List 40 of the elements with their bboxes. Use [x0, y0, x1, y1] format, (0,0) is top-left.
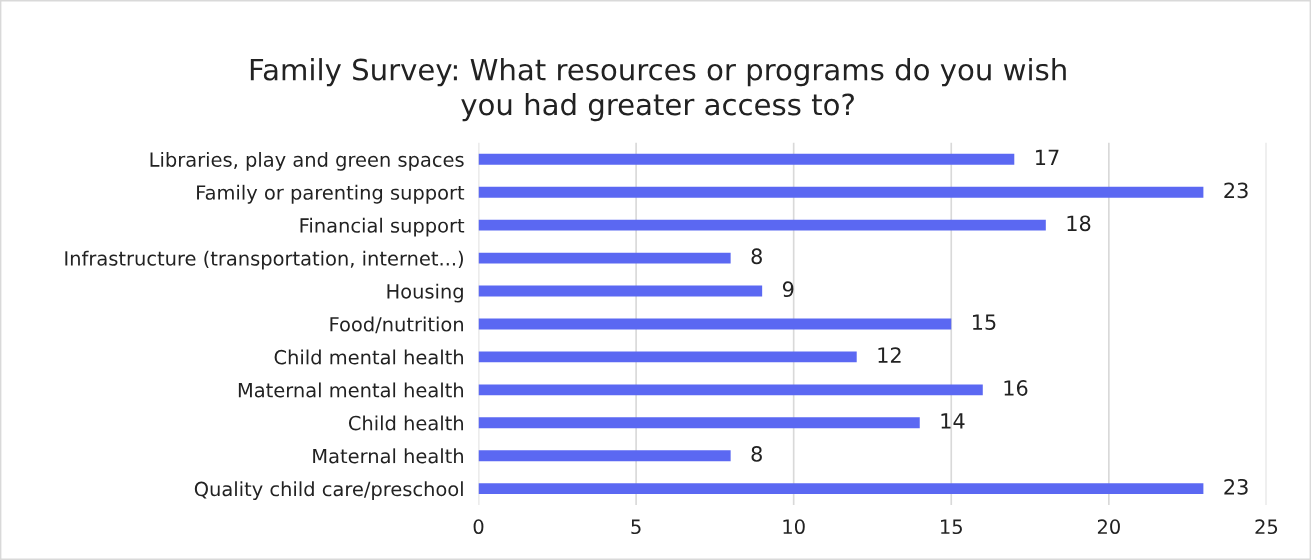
bar [478, 219, 1046, 231]
x-tick-label: 5 [631, 519, 641, 535]
bar [478, 153, 1015, 165]
y-tick-label: Food/nutrition [330, 316, 463, 334]
data-label: 8 [751, 248, 762, 265]
data-label: 12 [878, 347, 901, 363]
y-tick-label: Family or parenting support [197, 184, 465, 204]
data-label: 14 [941, 413, 965, 429]
bar [478, 483, 1204, 495]
bar [478, 186, 1204, 198]
data-label: 8 [751, 446, 762, 462]
y-tick-label: Quality child care/preschool [194, 481, 463, 501]
y-tick-label: Housing [387, 283, 463, 303]
x-tick-label: 10 [783, 519, 805, 535]
data-label: 17 [1036, 149, 1059, 166]
data-label: 9 [782, 281, 794, 298]
chart-title: Family Survey: What resources or programs do you wish you had greater access to? [250, 58, 1066, 122]
bar [478, 450, 731, 462]
y-tick-label: Child mental health [274, 349, 463, 365]
data-label: 15 [972, 314, 996, 330]
data-label: 16 [1004, 380, 1028, 396]
y-tick-label: Child health [348, 415, 463, 431]
data-label: 23 [1224, 182, 1248, 199]
bar [478, 285, 763, 297]
y-tick-label: Financial support [300, 217, 465, 237]
bar [478, 351, 857, 363]
y-tick-label: Maternal mental health [238, 382, 463, 398]
bar [478, 318, 952, 330]
y-tick-label: Libraries, play and green spaces [150, 151, 464, 171]
x-tick-label: 15 [941, 519, 962, 535]
data-label: 18 [1067, 215, 1091, 232]
bar [478, 384, 983, 396]
y-tick-label: Infrastructure (transportation, internet...) [65, 250, 463, 270]
y-tick-label: Maternal health [313, 448, 463, 464]
bar [478, 252, 731, 264]
x-tick-label: 20 [1097, 519, 1120, 535]
data-label: 23 [1224, 478, 1248, 495]
x-tick-label: 25 [1255, 519, 1278, 535]
x-tick-label: 0 [473, 519, 484, 535]
bar [478, 417, 920, 429]
